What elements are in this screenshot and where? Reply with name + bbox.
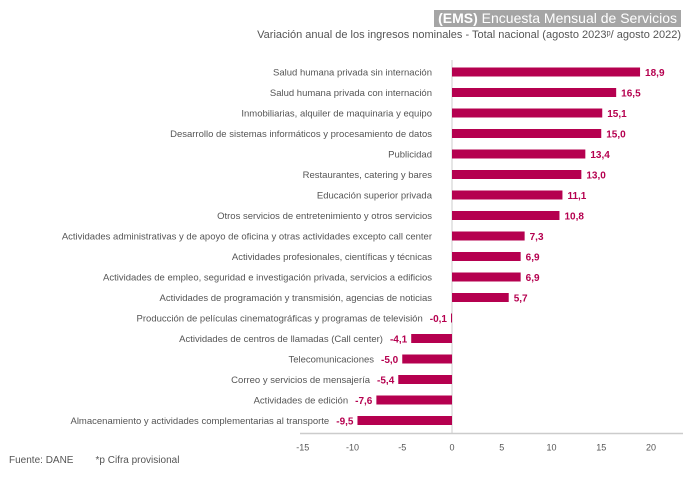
bar xyxy=(451,313,453,323)
category-label: Actividades de centros de llamadas (Call… xyxy=(179,334,383,345)
bar xyxy=(376,395,452,405)
bar xyxy=(411,334,452,343)
bar xyxy=(452,231,525,241)
x-tick-label: -10 xyxy=(346,443,359,453)
value-label: -0,1 xyxy=(430,314,448,325)
category-label: Telecomunicaciones xyxy=(288,355,374,366)
value-label: -5,4 xyxy=(377,376,395,387)
category-label: Salud humana privada con internación xyxy=(270,88,432,99)
value-label: 13,0 xyxy=(586,171,606,182)
value-label: 6,9 xyxy=(526,273,540,284)
bar xyxy=(452,108,603,118)
value-label: -4,1 xyxy=(390,335,408,346)
bar xyxy=(452,67,641,77)
category-label: Salud humana privada sin internación xyxy=(273,68,432,79)
category-label: Educación superior privada xyxy=(317,191,433,202)
bar xyxy=(398,375,452,384)
chart-subtitle: Variación anual de los ingresos nominale… xyxy=(257,29,681,41)
x-tick-label: 0 xyxy=(449,443,454,453)
category-label: Actividades de programación y transmisió… xyxy=(160,293,433,304)
category-label: Producción de películas cinematográficas… xyxy=(137,314,423,325)
bar xyxy=(452,293,509,302)
category-label: Actividades de edición xyxy=(254,396,349,407)
category-label: Correo y servicios de mensajería xyxy=(231,375,371,386)
bar xyxy=(452,272,521,282)
value-label: 6,9 xyxy=(526,253,540,264)
badge-title: Encuesta Mensual de Servicios xyxy=(477,10,677,26)
value-label: 10,8 xyxy=(564,212,584,223)
bar xyxy=(452,190,563,200)
category-label: Almacenamiento y actividades complementa… xyxy=(70,416,329,427)
value-label: 5,7 xyxy=(514,294,528,305)
source-note: Fuente: DANE xyxy=(9,455,74,466)
bar xyxy=(452,170,582,179)
x-tick-label: 10 xyxy=(546,443,556,453)
value-label: -5,0 xyxy=(381,355,399,366)
x-tick-label: 20 xyxy=(646,443,656,453)
bar xyxy=(452,211,560,220)
badge-abbrev: (EMS) xyxy=(438,10,478,26)
bar xyxy=(452,149,586,159)
value-label: -7,6 xyxy=(355,396,373,407)
value-label: 18,9 xyxy=(645,68,665,79)
value-label: -9,5 xyxy=(336,417,354,428)
category-label: Otros servicios de entretenimiento y otr… xyxy=(217,211,432,222)
value-label: 15,0 xyxy=(606,130,626,141)
survey-badge: (EMS) Encuesta Mensual de Servicios xyxy=(434,10,681,27)
x-tick-label: -15 xyxy=(296,443,309,453)
footer: Fuente: DANE *p Cifra provisional xyxy=(9,455,201,466)
category-label: Actividades administrativas y de apoyo d… xyxy=(62,232,432,243)
x-tick-label: 15 xyxy=(596,443,606,453)
category-label: Desarrollo de sistemas informáticos y pr… xyxy=(170,129,432,140)
x-tick-label: 5 xyxy=(499,443,504,453)
value-label: 13,4 xyxy=(590,150,610,161)
category-label: Inmobiliarias, alquiler de maquinaria y … xyxy=(241,109,432,120)
x-tick-label: -5 xyxy=(398,443,406,453)
value-label: 15,1 xyxy=(607,109,627,120)
value-label: 7,3 xyxy=(530,232,544,243)
category-label: Actividades de empleo, seguridad e inves… xyxy=(103,273,432,284)
bar xyxy=(452,88,617,97)
provisional-note: *p Cifra provisional xyxy=(95,455,180,466)
value-label: 16,5 xyxy=(621,89,641,100)
bar xyxy=(357,416,452,425)
value-label: 11,1 xyxy=(567,191,586,202)
bar xyxy=(452,252,521,261)
bar xyxy=(402,354,452,364)
category-label: Publicidad xyxy=(388,150,432,161)
bar xyxy=(452,129,602,138)
category-label: Actividades profesionales, científicas y… xyxy=(232,252,432,263)
category-label: Restaurantes, catering y bares xyxy=(303,170,433,181)
